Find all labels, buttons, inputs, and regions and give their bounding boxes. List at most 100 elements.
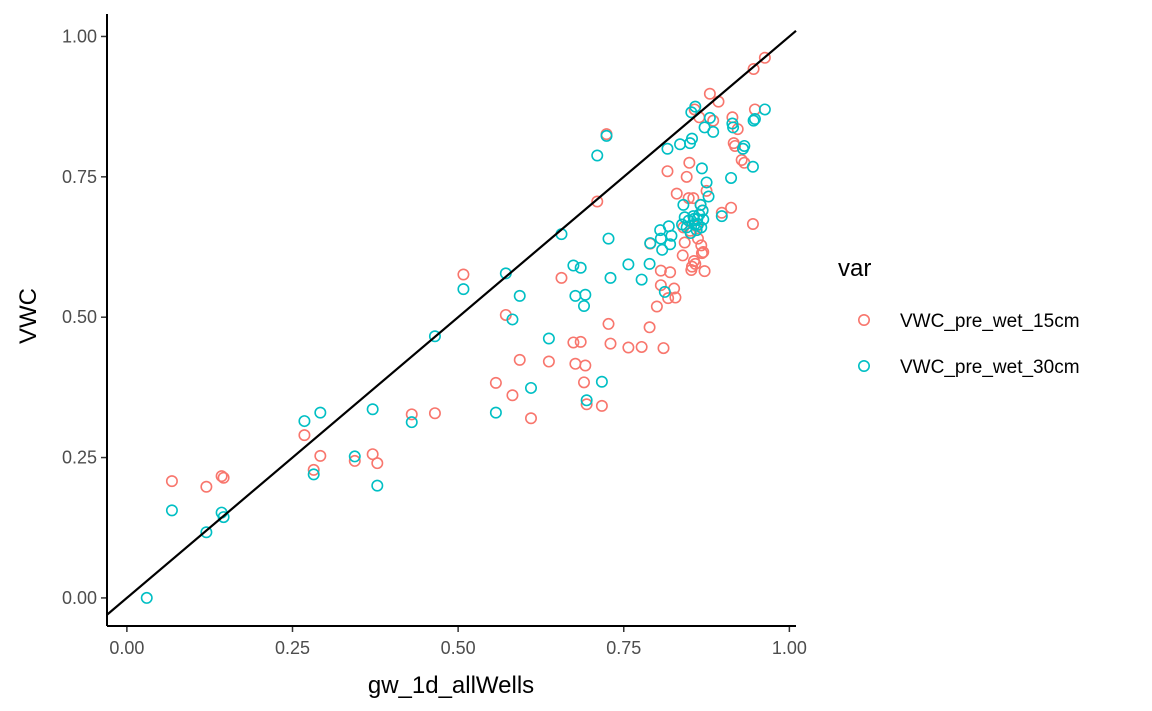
y-axis-title: VWC [15, 288, 42, 344]
data-point-15cm [643, 321, 656, 334]
data-point-30cm [656, 243, 669, 256]
data-point-30cm [726, 117, 739, 130]
data-point-30cm [524, 381, 537, 394]
y-tick-label: 0.25 [62, 448, 97, 468]
data-point-30cm [703, 111, 716, 124]
data-point-15cm [662, 292, 675, 305]
data-point-30cm [569, 289, 582, 302]
data-point-30cm [746, 160, 759, 173]
data-point-15cm [569, 357, 582, 370]
data-point-30cm [707, 125, 720, 138]
data-point-30cm [702, 190, 715, 203]
data-point-30cm [428, 330, 441, 343]
x-axis-title: gw_1d_allWells [368, 672, 534, 699]
data-point-30cm [748, 112, 761, 125]
data-point-15cm [654, 279, 667, 292]
x-tick-label: 0.25 [275, 638, 310, 658]
data-point-30cm [685, 132, 698, 145]
data-point-15cm [747, 63, 760, 76]
data-point-15cm [657, 342, 670, 355]
data-point-30cm [758, 103, 771, 116]
data-point-15cm [695, 239, 708, 252]
x-tick-label: 0.50 [441, 638, 476, 658]
data-point-30cm [542, 332, 555, 345]
data-point-30cm [348, 450, 361, 463]
data-point-30cm [643, 257, 656, 270]
data-point-30cm [695, 221, 708, 234]
data-point-30cm [457, 283, 470, 296]
data-point-15cm [577, 376, 590, 389]
data-point-15cm [602, 317, 615, 330]
data-point-30cm [298, 415, 311, 428]
data-point-15cm [489, 376, 502, 389]
data-point-30cm [506, 313, 519, 326]
data-point-30cm [677, 198, 690, 211]
data-point-15cm [758, 51, 771, 64]
data-point-15cm [555, 271, 568, 284]
data-point-15cm [746, 217, 759, 230]
data-point-30cm [654, 232, 667, 245]
data-point-30cm [314, 406, 327, 419]
data-point-30cm [405, 416, 418, 429]
data-point-15cm [703, 87, 716, 100]
data-point-15cm [678, 236, 691, 249]
data-point-15cm [698, 265, 711, 278]
data-point-15cm [687, 192, 700, 205]
data-point-15cm [685, 260, 698, 273]
data-point-15cm [650, 300, 663, 313]
legend-title: var [838, 255, 871, 282]
data-point-15cm [314, 449, 327, 462]
data-point-30cm [567, 259, 580, 272]
data-point-15cm [635, 340, 648, 353]
data-point-30cm [725, 171, 738, 184]
data-point-30cm [591, 149, 604, 162]
data-point-30cm [165, 504, 178, 517]
data-point-15cm [580, 398, 593, 411]
data-point-15cm [735, 153, 748, 166]
legend-label-30cm: VWC_pre_wet_30cm [900, 357, 1080, 378]
data-point-30cm [747, 114, 760, 127]
data-point-15cm [715, 206, 728, 219]
data-point-30cm [602, 232, 615, 245]
y-tick-label: 0.50 [62, 307, 97, 327]
data-point-15cm [591, 195, 604, 208]
x-axis-ticks: 0.00 0.25 0.50 0.75 1.00 [109, 626, 807, 658]
data-point-30cm [727, 121, 740, 134]
data-point-15cm [729, 139, 742, 152]
data-point-30cm [697, 213, 710, 226]
data-point-15cm [506, 389, 519, 402]
data-point-30cm [635, 273, 648, 286]
data-point-30cm [604, 271, 617, 284]
data-point-30cm [600, 129, 613, 142]
data-point-15cm [654, 264, 667, 277]
data-point-30cm [574, 261, 587, 274]
data-point-30cm [700, 176, 713, 189]
data-point-30cm [688, 218, 701, 231]
data-point-30cm [661, 142, 674, 155]
data-point-15cm [595, 399, 608, 412]
data-point-30cm [217, 511, 230, 524]
data-point-15cm [664, 266, 677, 279]
data-point-15cm [215, 470, 228, 483]
data-point-30cm [513, 289, 526, 302]
reference-line [106, 30, 797, 616]
data-point-30cm [622, 258, 635, 271]
data-point-30cm [658, 285, 671, 298]
legend-key-30cm [857, 359, 870, 372]
data-point-30cm [715, 210, 728, 223]
y-tick-label: 1.00 [62, 26, 97, 46]
data-point-15cm [457, 268, 470, 281]
reference-line-layer [106, 30, 797, 616]
x-tick-label: 1.00 [772, 638, 807, 658]
data-point-15cm [200, 480, 213, 493]
data-points [140, 51, 771, 604]
data-point-30cm [664, 238, 677, 251]
data-point-15cm [217, 471, 230, 484]
data-point-15cm [697, 246, 710, 259]
data-point-15cm [579, 359, 592, 372]
y-axis-ticks: 0.00 0.25 0.50 0.75 1.00 [62, 26, 107, 608]
data-point-30cm [644, 237, 657, 250]
data-point-15cm [695, 247, 708, 260]
data-point-15cm [604, 337, 617, 350]
data-point-30cm [579, 288, 592, 301]
